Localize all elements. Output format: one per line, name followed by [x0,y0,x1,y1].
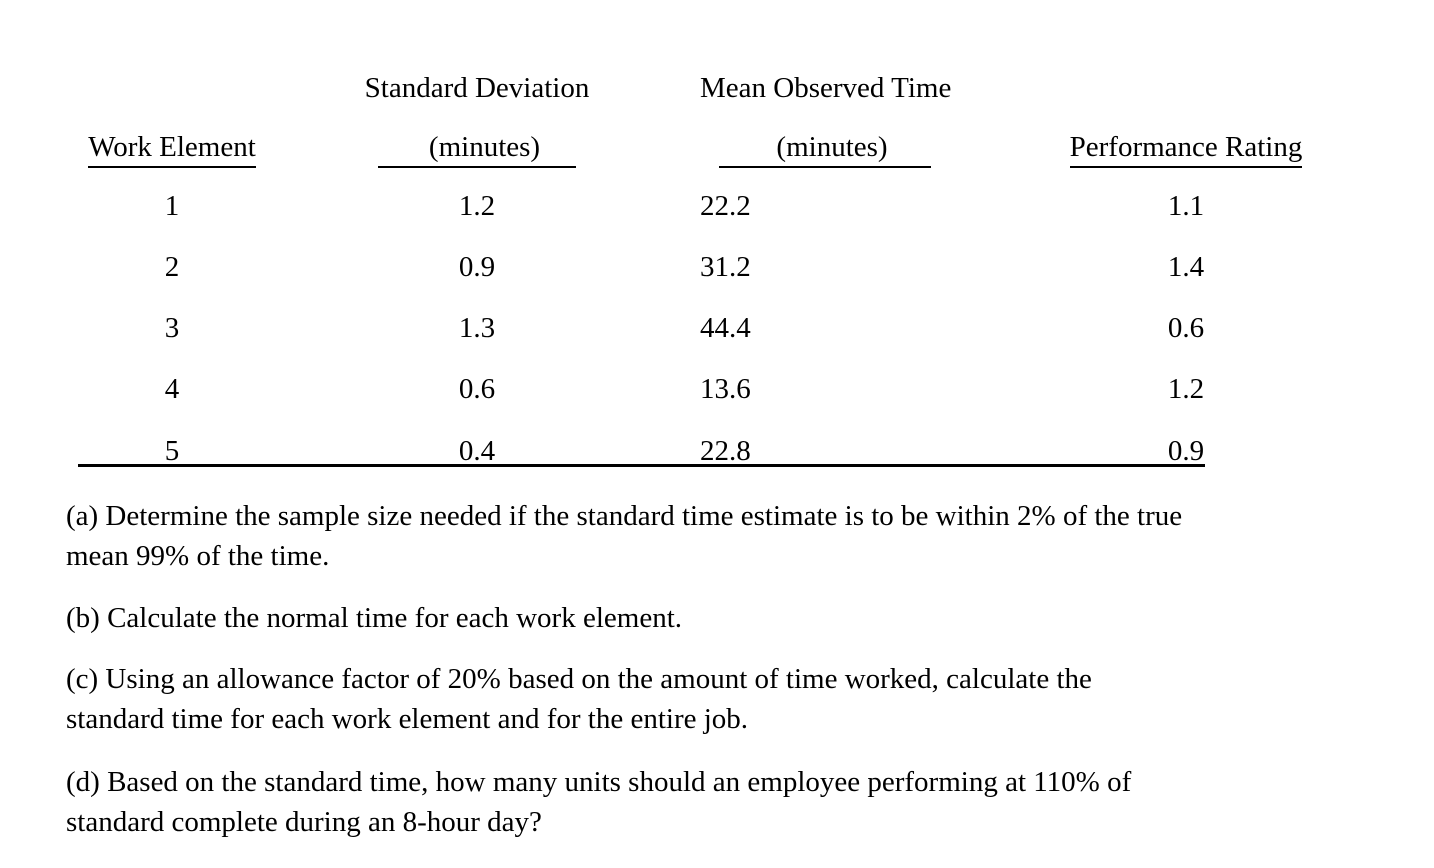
header-performance-rating: Performance Rating [1056,131,1316,168]
table-bottom-rule [78,464,1205,467]
mean-time-cell: 44.4 [700,312,751,344]
header-std-dev-units: (minutes) [352,131,602,168]
header-work-element: Work Element [78,131,266,168]
question-c: (c) Using an allowance factor of 20% bas… [66,659,1376,739]
header-std-dev-units-label: (minutes) [377,131,577,168]
table-header-row-1: Standard Deviation Mean Observed Time [0,72,1434,112]
table-row: 3 1.3 44.4 0.6 [0,312,1434,352]
table-row: 1 1.2 22.2 1.1 [0,190,1434,230]
question-d: (d) Based on the standard time, how many… [66,762,1376,842]
rating-cell: 1.1 [1167,190,1205,222]
question-d-line-2: standard complete during an 8-hour day? [66,806,542,838]
table-row: 4 0.6 13.6 1.2 [0,373,1434,413]
header-std-dev-line1: Standard Deviation [364,72,590,104]
header-mean-time-units: (minutes) [690,131,960,168]
work-element-cell: 3 [164,312,180,344]
mean-time-cell: 22.2 [700,190,751,222]
std-dev-cell: 1.3 [458,312,496,344]
work-element-cell: 1 [164,190,180,222]
std-dev-cell: 0.4 [458,435,496,467]
question-a-line-1: (a) Determine the sample size needed if … [66,500,1183,532]
header-mean-time-units-label: (minutes) [719,131,931,168]
mean-time-cell: 22.8 [700,435,751,467]
std-dev-cell: 1.2 [458,190,496,222]
std-dev-cell: 0.9 [458,251,496,283]
header-mean-time-line1: Mean Observed Time [700,72,952,104]
rating-cell: 0.9 [1167,435,1205,467]
question-b-line-1: (b) Calculate the normal time for each w… [66,602,682,634]
mean-time-cell: 13.6 [700,373,751,405]
std-dev-cell: 0.6 [458,373,496,405]
question-b: (b) Calculate the normal time for each w… [66,598,1376,638]
table-row: 2 0.9 31.2 1.4 [0,251,1434,291]
header-performance-rating-label: Performance Rating [1069,131,1303,168]
question-c-line-1: (c) Using an allowance factor of 20% bas… [66,663,1092,695]
table-header-row-2: Work Element (minutes) (minutes) Perform… [0,131,1434,171]
rating-cell: 1.2 [1167,373,1205,405]
rating-cell: 0.6 [1167,312,1205,344]
work-element-cell: 5 [164,435,180,467]
table-row: 5 0.4 22.8 0.9 [0,435,1434,475]
question-d-line-1: (d) Based on the standard time, how many… [66,766,1132,798]
header-work-element-label: Work Element [88,131,256,168]
rating-cell: 1.4 [1167,251,1205,283]
work-element-cell: 2 [164,251,180,283]
question-a-line-2: mean 99% of the time. [66,540,330,572]
question-c-line-2: standard time for each work element and … [66,703,749,735]
mean-time-cell: 31.2 [700,251,751,283]
question-a: (a) Determine the sample size needed if … [66,496,1376,576]
work-element-cell: 4 [164,373,180,405]
